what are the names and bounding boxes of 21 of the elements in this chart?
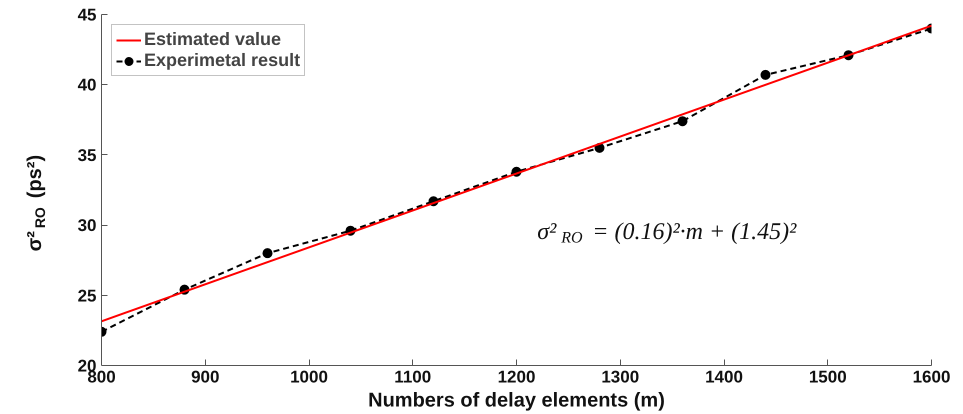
x-tick-label: 1100 bbox=[394, 368, 432, 386]
point bbox=[678, 116, 688, 126]
point bbox=[262, 248, 272, 258]
y-axis-title: σ²RO (ps²) bbox=[24, 154, 48, 252]
legend-label: Experimetal result bbox=[144, 50, 300, 71]
y-tick-label: 40 bbox=[78, 76, 97, 95]
x-tick-label: 1300 bbox=[601, 368, 640, 386]
x-tick-label: 1000 bbox=[290, 368, 328, 386]
point bbox=[760, 70, 770, 80]
annotation: σ²RO = (0.16)²·m + (1.45)² bbox=[537, 219, 798, 247]
x-tick-label: 1200 bbox=[498, 368, 536, 386]
x-tick-label: 1400 bbox=[705, 368, 743, 386]
y-tick-label: 25 bbox=[78, 286, 97, 306]
x-tick-label: 900 bbox=[191, 368, 220, 386]
x-tick-label: 1600 bbox=[912, 368, 950, 386]
y-tick-label: 35 bbox=[78, 146, 97, 165]
x-axis-title: Numbers of delay elements (m) bbox=[368, 390, 665, 412]
legend-label: Estimated value bbox=[144, 29, 282, 50]
x-tick-label: 1500 bbox=[808, 368, 847, 386]
y-tick-label: 45 bbox=[78, 6, 97, 24]
y-tick-label: 30 bbox=[78, 216, 97, 236]
